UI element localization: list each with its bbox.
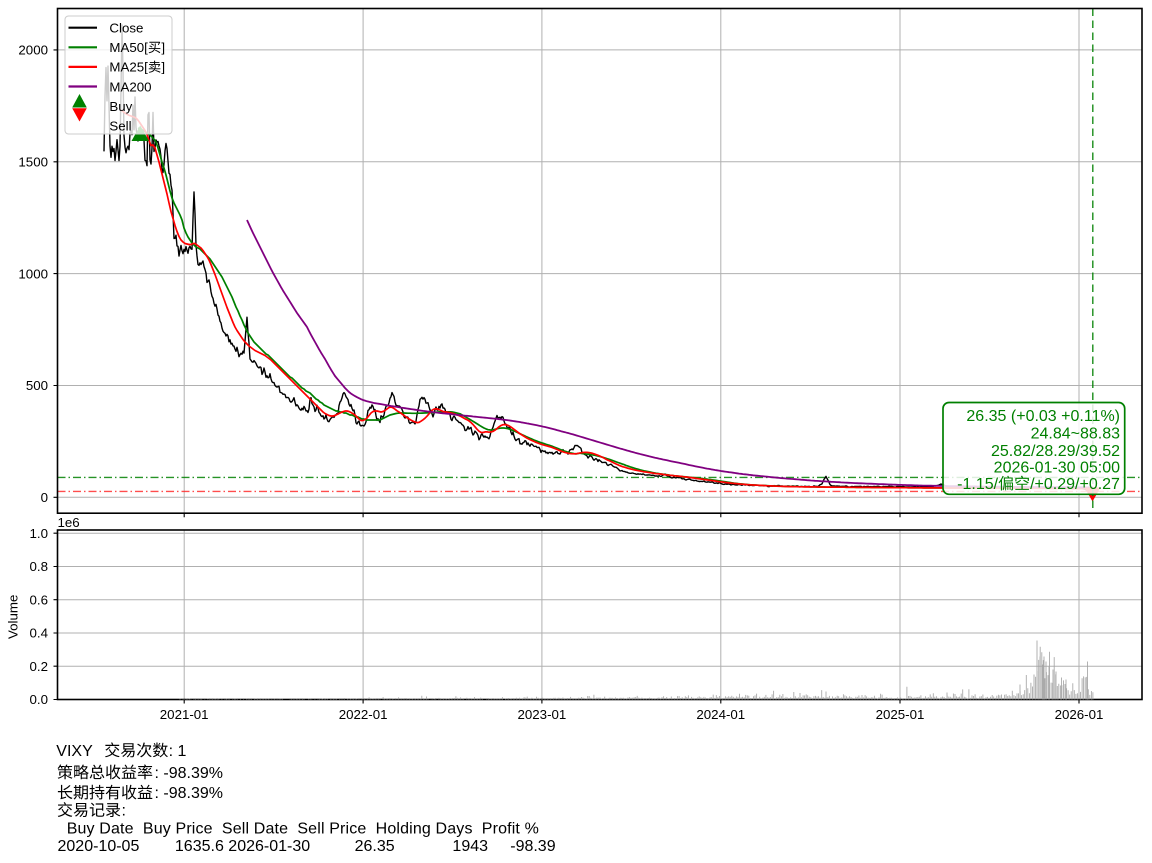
svg-text:]: ] bbox=[161, 60, 165, 75]
svg-text:1000: 1000 bbox=[18, 266, 48, 281]
svg-text:1e6: 1e6 bbox=[58, 515, 80, 530]
svg-text:]: ] bbox=[161, 40, 165, 55]
svg-text:2026-01-30 05:00: 2026-01-30 05:00 bbox=[994, 460, 1120, 477]
svg-text:Sell: Sell bbox=[109, 119, 131, 134]
svg-text:0.4: 0.4 bbox=[30, 626, 49, 641]
svg-text:: -98.39%: : -98.39% bbox=[155, 765, 223, 782]
svg-text:1500: 1500 bbox=[18, 155, 48, 170]
svg-text:MA50[: MA50[ bbox=[109, 40, 148, 55]
svg-text:MA200: MA200 bbox=[109, 79, 151, 94]
svg-text:0.0: 0.0 bbox=[30, 692, 49, 707]
svg-text:0.8: 0.8 bbox=[30, 559, 49, 574]
svg-text:25.82/28.29/39.52: 25.82/28.29/39.52 bbox=[991, 443, 1120, 460]
svg-text:0: 0 bbox=[41, 490, 48, 505]
svg-text:Close: Close bbox=[109, 21, 143, 36]
svg-text:2020-10-05 1635.6 2026-: 2020-10-05 1635.6 2026-01-30 26.35 1943 … bbox=[58, 838, 556, 855]
svg-text:2021-01: 2021-01 bbox=[160, 707, 209, 722]
svg-text:2026-01: 2026-01 bbox=[1055, 707, 1104, 722]
svg-text:/+0.29/+0.27: /+0.29/+0.27 bbox=[1030, 476, 1120, 493]
svg-text:2022-01: 2022-01 bbox=[339, 707, 388, 722]
svg-text:VIXY: VIXY bbox=[56, 743, 93, 760]
svg-text:0.6: 0.6 bbox=[30, 592, 49, 607]
svg-text:MA25[: MA25[ bbox=[109, 60, 148, 75]
svg-text:2025-01: 2025-01 bbox=[876, 707, 925, 722]
svg-text:Buy: Buy bbox=[109, 99, 132, 114]
svg-text:Volume: Volume bbox=[6, 595, 21, 639]
svg-text:26.35 (+0.03 +0.11%): 26.35 (+0.03 +0.11%) bbox=[966, 408, 1120, 425]
svg-text:2024-01: 2024-01 bbox=[696, 707, 745, 722]
svg-text:2023-01: 2023-01 bbox=[517, 707, 566, 722]
svg-text:24.84~88.83: 24.84~88.83 bbox=[1031, 426, 1121, 443]
svg-text:: 1: : 1 bbox=[169, 743, 187, 760]
svg-text:: -98.39%: : -98.39% bbox=[155, 785, 223, 802]
svg-text::: : bbox=[122, 803, 126, 820]
svg-text:Buy Date Buy Price Sell Date: Buy Date Buy Price Sell Date Sell Price … bbox=[58, 821, 540, 838]
svg-text:0.2: 0.2 bbox=[30, 659, 49, 674]
svg-text:2000: 2000 bbox=[18, 43, 48, 58]
svg-text:-1.15/: -1.15/ bbox=[957, 476, 998, 493]
svg-text:500: 500 bbox=[26, 378, 48, 393]
svg-text:1.0: 1.0 bbox=[30, 526, 49, 541]
